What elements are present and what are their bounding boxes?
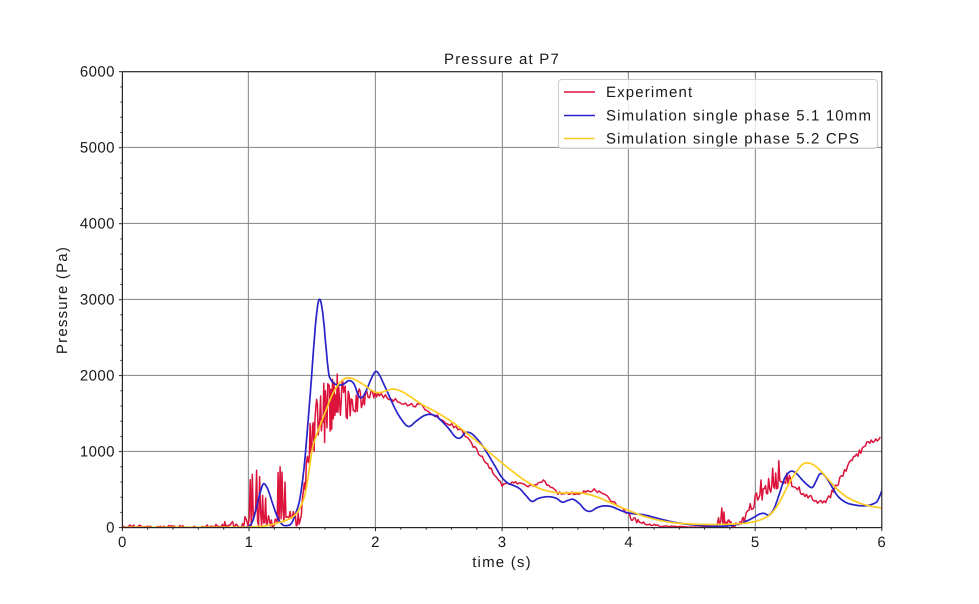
svg-text:0: 0 bbox=[118, 534, 127, 551]
svg-text:Simulation single phase 5.1 10: Simulation single phase 5.1 10mm bbox=[606, 108, 872, 125]
svg-text:3: 3 bbox=[498, 534, 507, 551]
svg-text:Experiment: Experiment bbox=[606, 84, 693, 101]
svg-text:1: 1 bbox=[245, 534, 254, 551]
svg-text:4000: 4000 bbox=[80, 216, 115, 233]
svg-text:3000: 3000 bbox=[80, 292, 115, 309]
svg-text:5000: 5000 bbox=[80, 140, 115, 157]
svg-text:0: 0 bbox=[106, 520, 115, 537]
svg-text:2000: 2000 bbox=[80, 368, 115, 385]
svg-text:5: 5 bbox=[751, 534, 760, 551]
svg-text:6: 6 bbox=[877, 534, 886, 551]
svg-text:Pressure at P7: Pressure at P7 bbox=[444, 51, 560, 68]
svg-text:4: 4 bbox=[624, 534, 633, 551]
svg-text:time (s): time (s) bbox=[472, 554, 532, 571]
svg-text:Simulation single phase 5.2 CP: Simulation single phase 5.2 CPS bbox=[606, 131, 860, 148]
svg-text:Pressure (Pa): Pressure (Pa) bbox=[54, 246, 71, 354]
svg-text:2: 2 bbox=[371, 534, 380, 551]
svg-text:1000: 1000 bbox=[80, 444, 115, 461]
svg-text:6000: 6000 bbox=[80, 64, 115, 81]
